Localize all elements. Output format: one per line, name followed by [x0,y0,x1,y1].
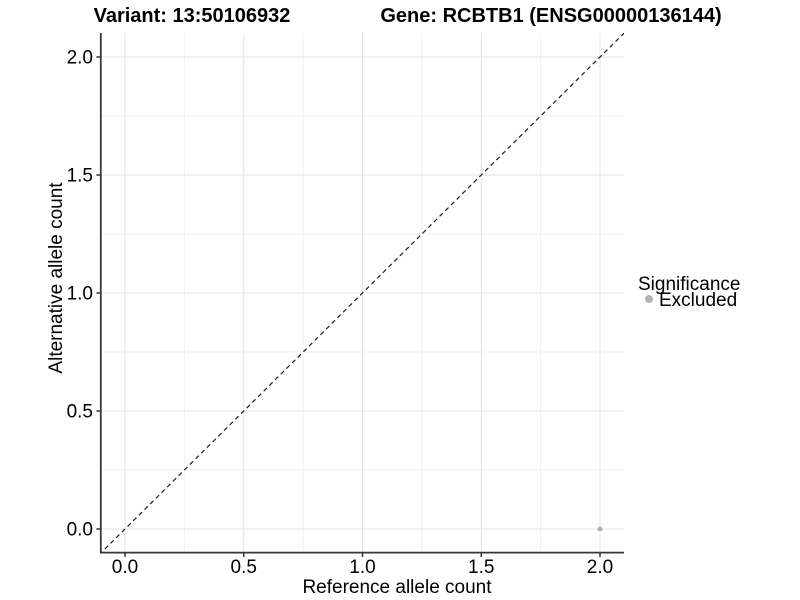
x-tick-label: 2.0 [587,557,613,578]
legend-title: Significance [638,274,740,295]
identity-line [100,33,624,553]
x-tick-label: 0.5 [231,557,257,578]
y-tick-label: 1.5 [67,166,93,187]
y-tick-label: 2.0 [67,48,93,69]
x-tick-label: 1.5 [468,557,494,578]
legend: Significance Excluded [638,274,740,311]
data-points [597,526,603,532]
y-axis-ticks: 0.0 0.5 1.0 1.5 2.0 [67,48,101,541]
y-tick-label: 0.5 [67,402,93,423]
y-tick-label: 1.0 [67,284,93,305]
data-point-excluded [597,526,603,532]
x-tick-label: 0.0 [112,557,138,578]
plot-title-variant: Variant: 13:50106932 [94,5,291,27]
x-tick-label: 1.0 [349,557,375,578]
legend-key-excluded-icon [645,295,653,303]
y-axis-title: Alternative allele count [46,182,67,374]
x-axis-title: Reference allele count [302,577,492,598]
reference-line-group [100,33,624,553]
y-tick-label: 0.0 [67,520,93,541]
legend-item-label: Excluded [659,290,737,311]
x-axis-ticks: 0.0 0.5 1.0 1.5 2.0 [112,553,613,578]
plot-title-gene: Gene: RCBTB1 (ENSG00000136144) [380,5,721,27]
